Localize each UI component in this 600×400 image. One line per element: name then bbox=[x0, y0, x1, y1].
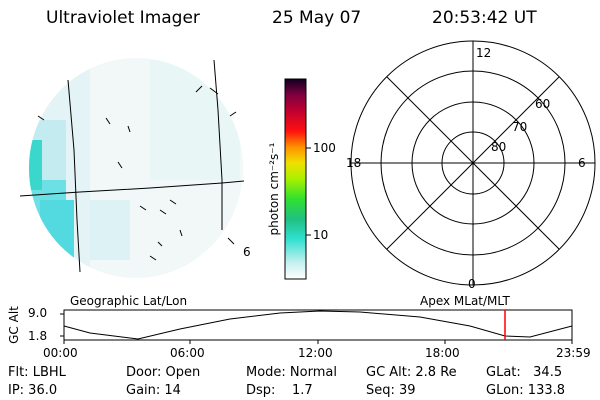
timeline-xtick-0600: 06:00 bbox=[170, 346, 205, 360]
image-corner-mark: 6 bbox=[243, 245, 251, 259]
auroral-image bbox=[19, 58, 245, 278]
apex-caption: Apex MLat/MLT bbox=[420, 294, 510, 308]
status-dsp: Dsp: 1.7 bbox=[246, 383, 313, 398]
date-label: 25 May 07 bbox=[272, 8, 362, 28]
colorbar-unit-label: photon cm⁻²s⁻¹ bbox=[267, 142, 281, 236]
timeline-xtick-2359: 23:59 bbox=[556, 346, 591, 360]
geographic-caption: Geographic Lat/Lon bbox=[70, 294, 188, 308]
status-door: Door: Open bbox=[126, 365, 201, 380]
timeline-y-title: GC Alt bbox=[7, 306, 21, 344]
status-mode: Mode: Normal bbox=[246, 365, 337, 380]
status-filter: Flt: LBHL bbox=[8, 365, 66, 380]
timeline-plot bbox=[60, 309, 573, 344]
timeline-ytick-1: 1.8 bbox=[28, 329, 48, 343]
time-label: 20:53:42 UT bbox=[432, 8, 537, 28]
colorbar-tick-10: 10 bbox=[313, 228, 329, 242]
polar-grid bbox=[350, 40, 596, 286]
timeline-xtick-0000: 00:00 bbox=[43, 346, 78, 360]
mlt-label-12: 12 bbox=[476, 46, 492, 60]
mlt-label-0: 0 bbox=[468, 277, 476, 291]
status-gc-alt: GC Alt: 2.8 Re bbox=[366, 365, 457, 380]
mlat-label-60: 60 bbox=[535, 97, 551, 111]
status-seq: Seq: 39 bbox=[366, 383, 416, 398]
timeline-xtick-1200: 12:00 bbox=[298, 346, 333, 360]
mlt-label-6: 6 bbox=[578, 156, 586, 170]
timeline-ytick-9: 9.0 bbox=[28, 306, 48, 320]
colorbar-tick-100: 100 bbox=[313, 141, 336, 155]
status-glon: GLon: 133.8 bbox=[486, 383, 566, 398]
status-ip: IP: 36.0 bbox=[8, 383, 58, 398]
instrument-title: Ultraviolet Imager bbox=[46, 8, 200, 28]
mlat-label-80: 80 bbox=[491, 140, 507, 154]
colorbar bbox=[284, 78, 307, 280]
colorbar-ticks bbox=[306, 147, 311, 236]
mlt-label-18: 18 bbox=[346, 156, 362, 170]
status-glat: GLat: 34.5 bbox=[486, 365, 563, 380]
timeline-xtick-1800: 18:00 bbox=[425, 346, 460, 360]
status-gain: Gain: 14 bbox=[126, 383, 181, 398]
mlat-label-70: 70 bbox=[512, 120, 528, 134]
